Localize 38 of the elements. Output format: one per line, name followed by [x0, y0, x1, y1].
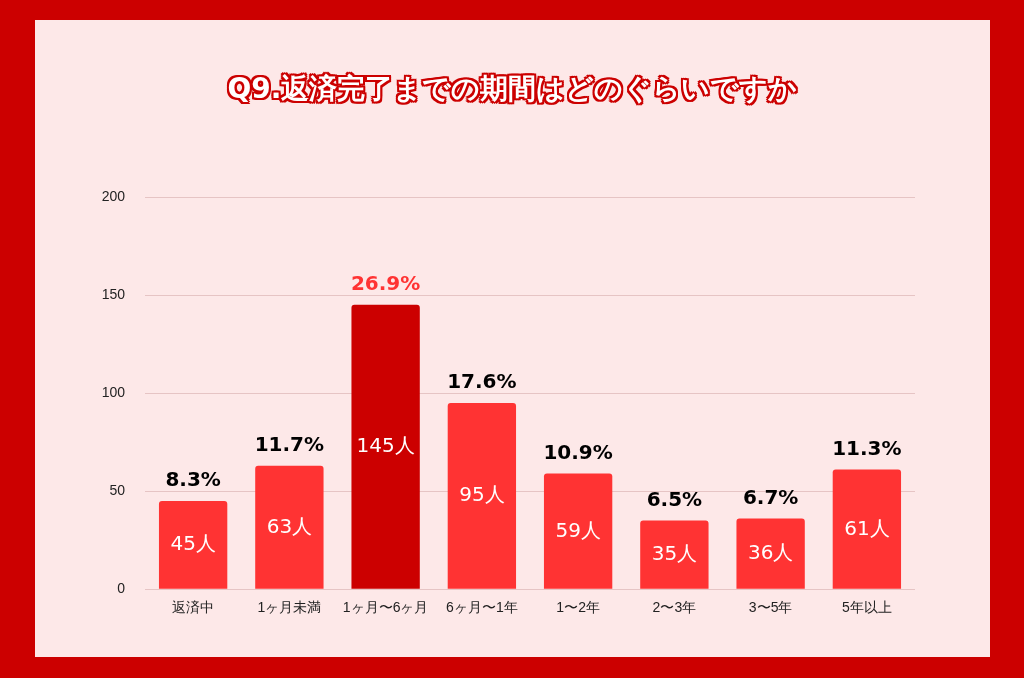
annotation: 11.7%: [254, 431, 325, 456]
data-label: 63人: [266, 513, 313, 538]
x-tick-label: 1〜2年: [556, 599, 600, 616]
data-label: 45人: [170, 531, 216, 556]
x-tick-label: 2〜3年: [652, 599, 697, 616]
data-label: 36人: [747, 540, 794, 565]
bar: [832, 469, 902, 589]
data-label: 95人: [459, 482, 505, 507]
bar: [255, 465, 324, 589]
annotation: 8.3%: [165, 467, 221, 492]
x-tick-label: 3〜5年: [748, 599, 793, 616]
bar: [158, 500, 228, 589]
annotation: 17.6%: [447, 369, 517, 394]
y-tick-label: 0: [117, 580, 126, 597]
data-label: 59人: [555, 517, 601, 542]
data-label: 35人: [651, 541, 698, 566]
annotation: 26.9%: [350, 271, 421, 296]
annotation: 10.9%: [543, 439, 613, 464]
annotation: 6.7%: [742, 484, 799, 509]
data-label: 145人: [356, 433, 415, 458]
bar: [640, 520, 709, 589]
annotation: 11.3%: [832, 435, 902, 460]
y-tick-label: 50: [109, 482, 126, 499]
y-tick-label: 100: [101, 383, 126, 400]
x-tick-label: 1ヶ月未満: [257, 599, 322, 616]
x-tick-label: 返済中: [172, 599, 215, 616]
x-tick-label: 5年以上: [841, 599, 892, 616]
bar: [736, 518, 805, 589]
bar: [447, 402, 517, 589]
bar: [543, 473, 613, 589]
x-tick-label: 1ヶ月〜6ヶ月: [342, 599, 429, 616]
x-tick-label: 6ヶ月〜1年: [446, 599, 518, 616]
data-label: 61人: [844, 515, 890, 540]
annotation: 6.5%: [646, 486, 703, 511]
chart-title: Q9.返済完了までの期間はどのぐらいですか: [226, 70, 799, 108]
y-tick-label: 150: [101, 285, 126, 302]
y-tick-label: 200: [101, 187, 126, 204]
bar: [351, 304, 420, 589]
